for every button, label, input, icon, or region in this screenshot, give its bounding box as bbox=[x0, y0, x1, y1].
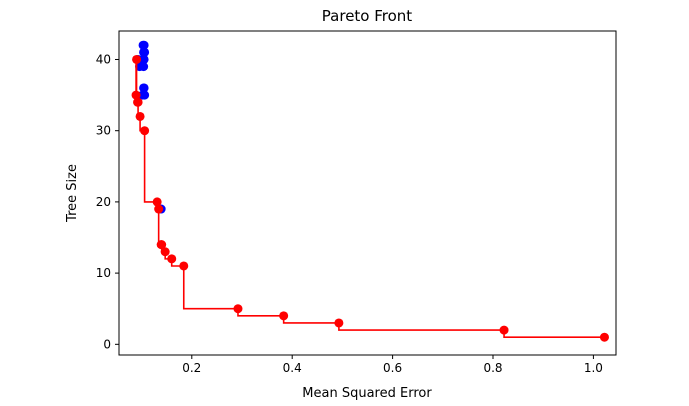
chart-title: Pareto Front bbox=[322, 7, 413, 25]
data-point bbox=[233, 304, 243, 314]
data-series bbox=[131, 40, 609, 342]
data-point bbox=[334, 318, 344, 328]
data-point bbox=[157, 240, 167, 250]
data-point bbox=[599, 332, 609, 342]
x-tick-label: 0.2 bbox=[182, 361, 201, 375]
data-point bbox=[140, 126, 150, 136]
data-point bbox=[133, 97, 143, 107]
plot-area bbox=[118, 30, 617, 356]
data-point bbox=[167, 254, 177, 264]
data-point bbox=[152, 197, 162, 207]
x-tick-label: 0.6 bbox=[383, 361, 402, 375]
data-point bbox=[139, 40, 149, 50]
y-tick-label: 0 bbox=[103, 337, 111, 351]
x-tick-label: 1.0 bbox=[584, 361, 603, 375]
x-axis-label: Mean Squared Error bbox=[302, 386, 432, 401]
data-point bbox=[160, 247, 170, 257]
data-point bbox=[140, 90, 150, 100]
data-point bbox=[139, 47, 149, 57]
data-point bbox=[131, 90, 141, 100]
x-tick-label: 0.4 bbox=[283, 361, 302, 375]
y-axis-label: Tree Size bbox=[65, 164, 80, 223]
data-point bbox=[279, 311, 289, 321]
y-tick-label: 30 bbox=[96, 124, 111, 138]
x-tick-label: 0.8 bbox=[483, 361, 502, 375]
data-point bbox=[135, 111, 145, 121]
data-point bbox=[154, 204, 164, 214]
data-point bbox=[139, 83, 149, 93]
data-point bbox=[499, 325, 509, 335]
y-axis-ticks: 0 10 20 30 40 bbox=[96, 52, 119, 351]
data-point bbox=[132, 54, 142, 64]
series-1 bbox=[131, 54, 609, 342]
x-axis-ticks: 0.2 0.4 0.6 0.8 1.0 bbox=[182, 355, 603, 375]
y-tick-label: 10 bbox=[96, 266, 111, 280]
y-tick-label: 40 bbox=[96, 52, 111, 66]
data-point bbox=[179, 261, 189, 271]
y-tick-label: 20 bbox=[96, 195, 111, 209]
